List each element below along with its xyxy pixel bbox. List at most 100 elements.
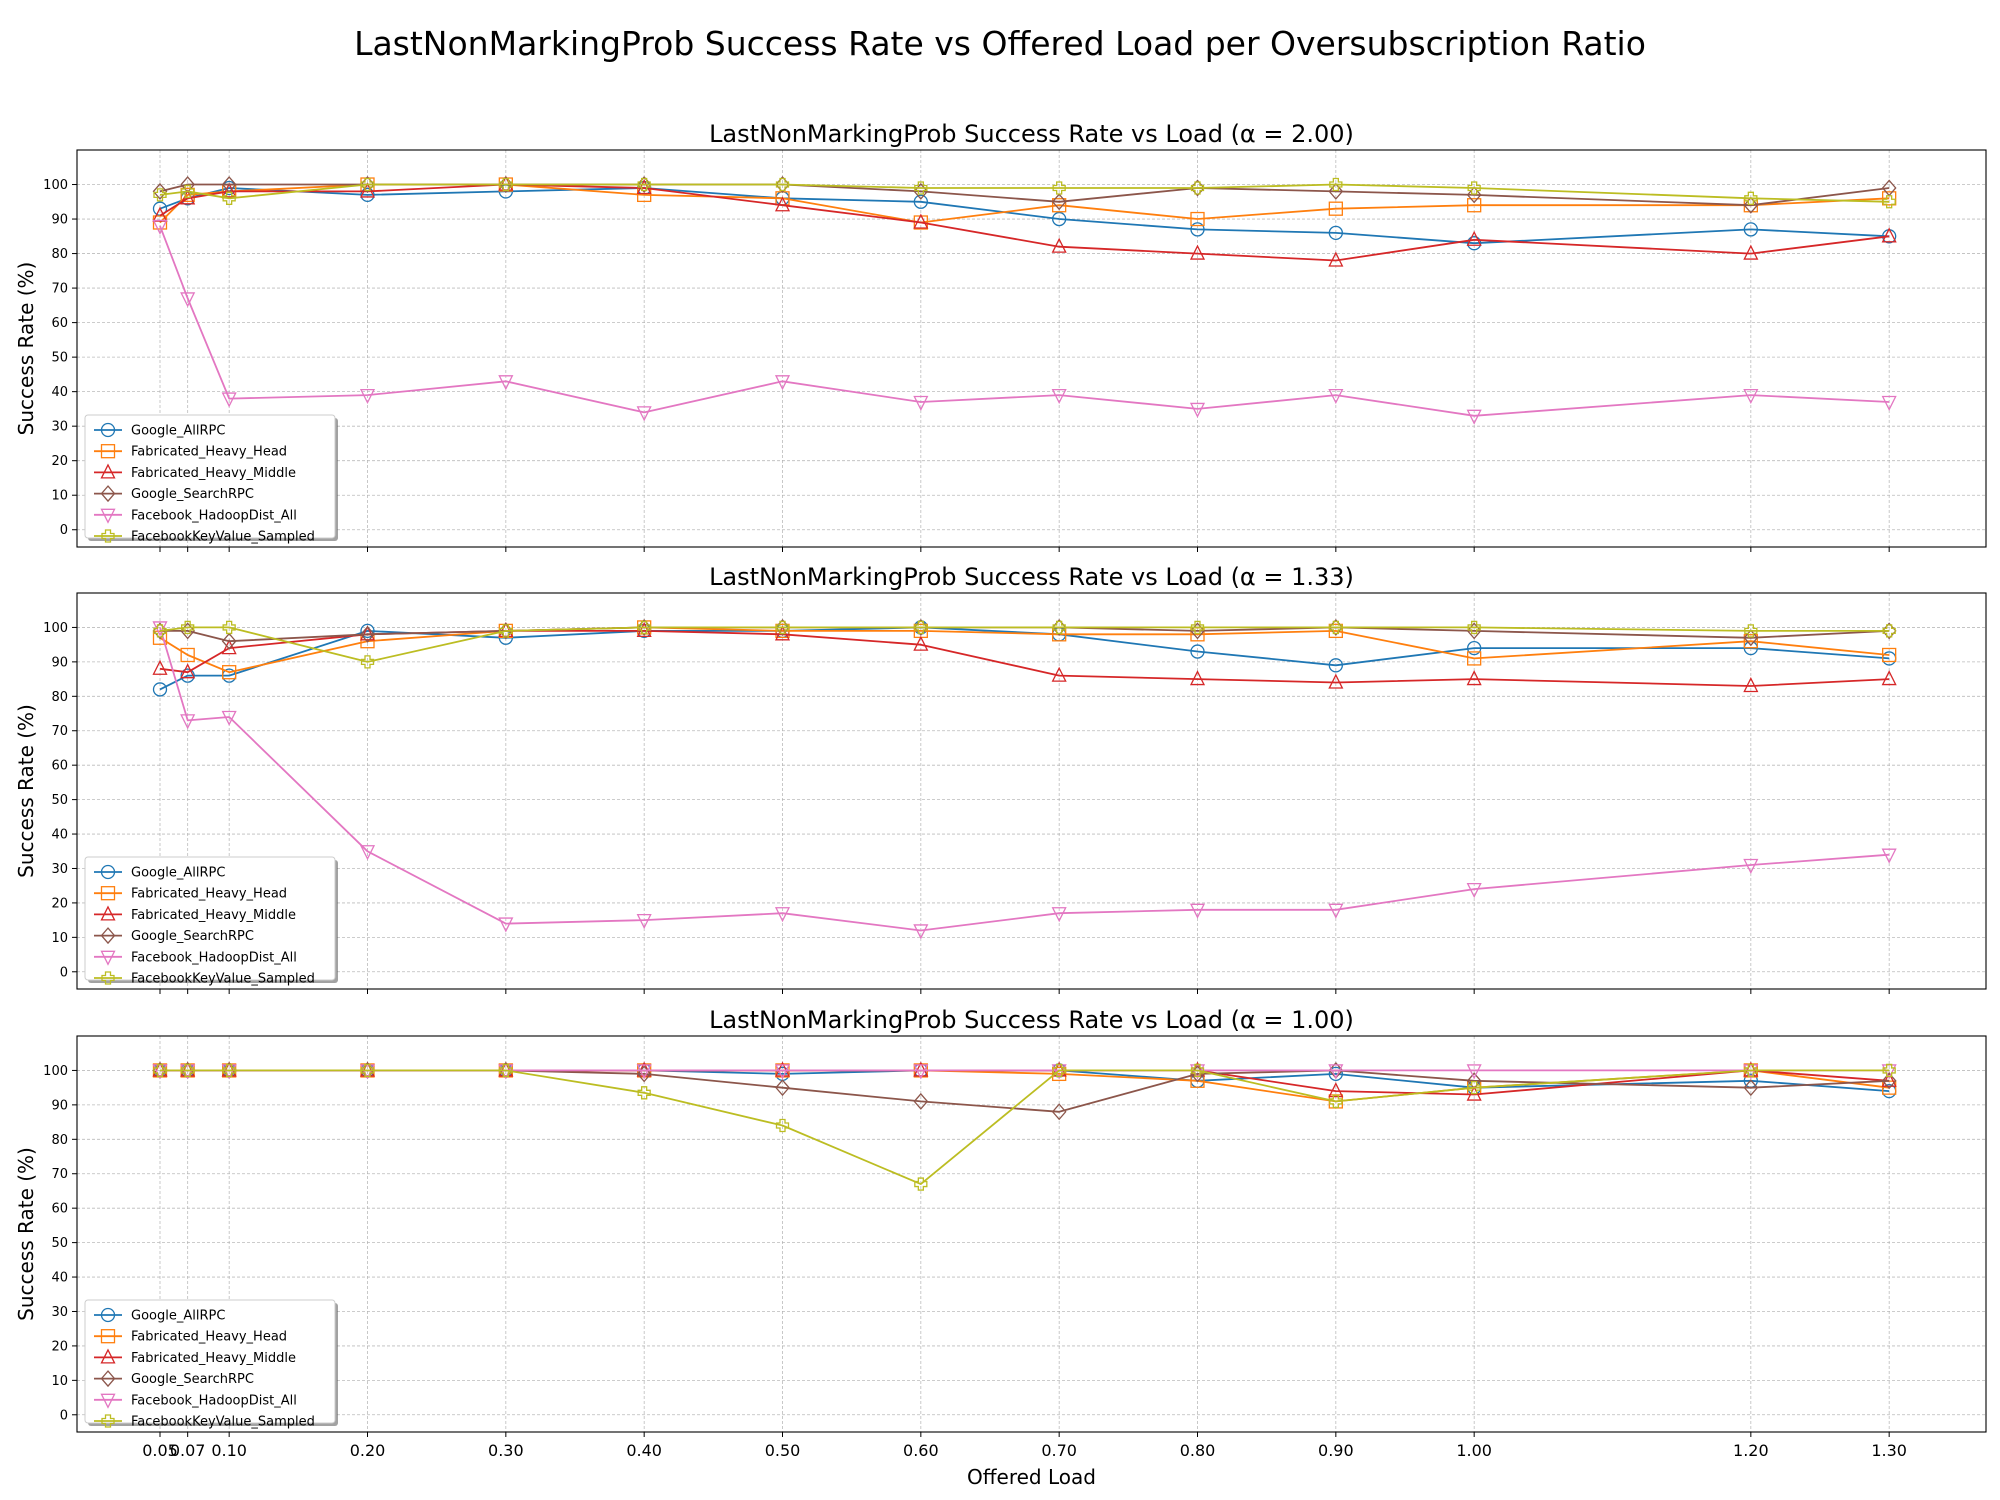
data-point	[1882, 647, 1897, 663]
y-tick-label: 10	[51, 489, 68, 504]
subplot-title: LastNonMarkingProb Success Rate vs Load …	[709, 120, 1354, 148]
data-point	[153, 188, 167, 202]
series-line	[159, 626, 1890, 674]
data-point	[1328, 623, 1343, 639]
legend-label: Google_SearchRPC	[131, 929, 254, 944]
data-point	[180, 647, 195, 663]
data-point	[222, 191, 236, 205]
data-point	[775, 620, 790, 635]
x-tick-label: 0.40	[626, 1441, 662, 1460]
legend-marker	[100, 886, 116, 901]
data-point	[1882, 191, 1897, 206]
data-point	[180, 663, 196, 679]
series-line	[159, 183, 1890, 207]
data-point	[1328, 1066, 1343, 1082]
x-tick-label: 0.07	[170, 1441, 206, 1460]
panels: LastNonMarkingProb Success Rate vs Load …	[14, 120, 1987, 1489]
data-point	[1467, 181, 1481, 195]
axes-frame	[76, 1035, 1987, 1433]
legend-label: Google_SearchRPC	[131, 487, 254, 502]
data-point	[1329, 1094, 1343, 1109]
data-point	[1051, 907, 1067, 923]
legend-label: FacebookKeyValue_Sampled	[131, 972, 315, 987]
legend-label: Fabricated_Heavy_Head	[131, 887, 287, 902]
data-point	[1466, 882, 1482, 899]
series-line	[160, 1069, 1890, 1185]
data-point	[1743, 1079, 1759, 1097]
x-axis	[159, 989, 1890, 994]
series-line	[159, 225, 1890, 417]
legend-item: Fabricated_Heavy_Head	[94, 1329, 287, 1345]
legend-label: Facebook_HadoopDist_All	[131, 950, 297, 965]
y-axis: 0 10 20 30 40 50 60 70 80 90 100	[43, 1064, 77, 1423]
y-tick-label: 90	[51, 655, 68, 670]
legend-item: Google_AllRPC	[94, 864, 225, 881]
data-point	[1467, 620, 1481, 635]
series-group	[152, 1061, 1897, 1191]
legend-item: Facebook_HadoopDist_All	[94, 508, 297, 524]
data-point	[637, 177, 651, 192]
y-tick-label: 80	[51, 247, 68, 262]
legend-label: Facebook_HadoopDist_All	[131, 508, 297, 523]
data-point	[1466, 670, 1482, 686]
data-point	[1881, 670, 1897, 686]
data-point	[1467, 1081, 1481, 1095]
legend-label: Fabricated_Heavy_Middle	[131, 466, 296, 481]
data-point	[636, 406, 652, 422]
data-point	[1743, 629, 1759, 647]
series-line	[159, 183, 1890, 224]
data-point	[1051, 388, 1067, 405]
y-tick-label: 90	[51, 213, 68, 228]
data-point	[181, 1063, 195, 1078]
data-point	[1882, 195, 1896, 209]
series-line	[159, 183, 1890, 203]
y-tick-label: 50	[51, 793, 68, 808]
plot-area	[77, 1036, 1986, 1432]
y-tick-label: 30	[51, 1305, 68, 1320]
legend-label: FacebookKeyValue_Sampled	[131, 530, 315, 545]
data-point	[1051, 237, 1067, 253]
series-FacebookKeyValue_Sampled	[153, 620, 1896, 669]
y-tick-label: 30	[51, 420, 68, 435]
legend-item: Google_AllRPC	[94, 422, 225, 439]
data-point	[152, 219, 168, 235]
legend-item: Facebook_HadoopDist_All	[94, 1393, 297, 1409]
data-point	[1052, 1066, 1067, 1082]
data-point	[637, 1086, 651, 1100]
legend-item: Google_SearchRPC	[94, 927, 254, 944]
legend-label: Fabricated_Heavy_Middle	[131, 908, 296, 923]
data-point	[221, 639, 237, 655]
data-point	[1466, 230, 1482, 246]
legend-label: Google_SearchRPC	[131, 1372, 254, 1387]
x-tick-label: 0.20	[350, 1441, 386, 1460]
data-point	[1328, 658, 1343, 673]
y-tick-label: 30	[51, 862, 68, 877]
data-point	[1743, 222, 1758, 237]
legend-label: Google_AllRPC	[131, 424, 225, 439]
data-point	[636, 913, 652, 930]
plot-area	[77, 593, 1986, 989]
legend-marker	[100, 508, 116, 524]
data-point	[1466, 1064, 1482, 1080]
axes-frame	[76, 592, 1987, 990]
data-point	[498, 917, 514, 933]
data-point	[1190, 181, 1205, 195]
legend-marker	[100, 1307, 116, 1323]
data-point	[913, 194, 928, 209]
data-point	[153, 624, 167, 638]
data-point	[1328, 201, 1343, 216]
y-tick-label: 100	[43, 1064, 68, 1079]
x-tick-label: 0.60	[903, 1441, 939, 1460]
y-tick-label: 80	[51, 690, 68, 705]
legend-item: Google_AllRPC	[94, 1307, 225, 1324]
data-point	[774, 1064, 791, 1080]
data-point	[636, 1065, 652, 1083]
subplot-1: LastNonMarkingProb Success Rate vs Load …	[14, 120, 1987, 552]
data-point	[1467, 236, 1482, 251]
data-point	[1466, 1085, 1482, 1101]
y-tick-label: 20	[51, 454, 68, 469]
legend-marker	[100, 485, 116, 503]
data-point	[1743, 244, 1759, 260]
series-line	[159, 626, 1890, 691]
series-FacebookKeyValue_Sampled	[153, 177, 1896, 209]
